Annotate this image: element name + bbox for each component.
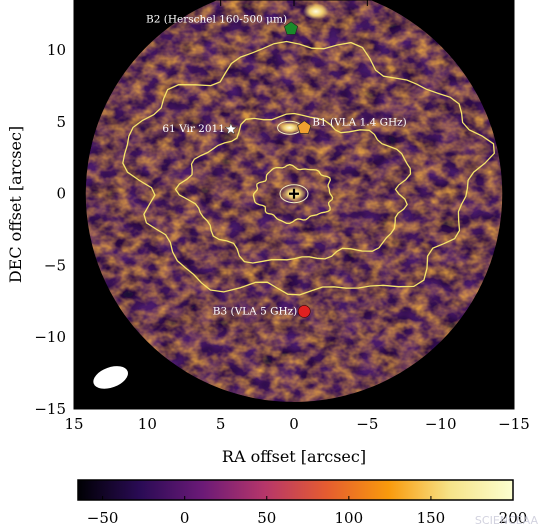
x-tick-label: −5 <box>356 415 378 433</box>
contour-inner-1 <box>279 184 309 204</box>
61-vir-star <box>224 122 238 135</box>
contour-lines <box>122 40 495 296</box>
y-tick-label: −10 <box>34 328 66 346</box>
b1-pentagon-label: B1 (VLA 1.4 GHz) <box>312 117 407 129</box>
colorbar-tick-label: −50 <box>87 509 119 527</box>
heatmap-plot: 61 Vir 2011 B1 (VLA 1.4 GHz) B2 (Herschel … <box>74 0 514 409</box>
x-tick-label: 5 <box>216 415 226 433</box>
center-cross <box>289 188 299 199</box>
emission-field <box>85 0 503 403</box>
contour-level-3 <box>252 163 334 225</box>
b1-source <box>278 121 301 134</box>
y-axis-ticks: −15 −10 −5 0 5 10 <box>34 41 514 418</box>
b2-pentagon-label: B2 (Herschel 160-500 μm) <box>146 14 287 26</box>
y-axis-label: DEC offset [arcsec] <box>6 126 25 283</box>
x-tick-label: 0 <box>289 415 299 433</box>
contour-level-2 <box>174 112 412 264</box>
contour-level-1 <box>122 40 495 296</box>
field-disk <box>85 0 503 403</box>
y-tick-label: −15 <box>34 400 66 418</box>
b1-pentagon <box>297 120 312 134</box>
colorbar-bar <box>77 479 514 501</box>
x-tick-label: 10 <box>138 415 157 433</box>
x-tick-label: −10 <box>425 415 457 433</box>
x-tick-label: −15 <box>498 415 530 433</box>
b2-source <box>303 3 329 20</box>
colorbar: −50 0 50 100 150 200 <box>77 479 528 527</box>
61-vir-star-label: 61 Vir 2011 <box>162 123 225 135</box>
y-tick-label: 10 <box>47 41 66 59</box>
watermark: SCIENCEAA <box>475 514 539 527</box>
x-axis-ticks: 15 10 5 0 −5 −10 −15 <box>64 0 530 433</box>
colorbar-tick-label: 200 <box>499 509 528 527</box>
y-tick-label: 0 <box>56 185 66 203</box>
x-tick-label: 15 <box>64 415 83 433</box>
colorbar-tick-label: 100 <box>335 509 364 527</box>
colorbar-tick-label: 0 <box>180 509 190 527</box>
colorbar-tick-label: 50 <box>257 509 276 527</box>
b3-circle <box>297 305 311 318</box>
source-markers: 61 Vir 2011 B1 (VLA 1.4 GHz) B2 (Herschel … <box>93 14 407 389</box>
y-tick-label: −5 <box>44 256 66 274</box>
b2-pentagon <box>284 21 299 35</box>
x-axis-label: RA offset [arcsec] <box>222 447 366 466</box>
colorbar-tick-label: 150 <box>417 509 446 527</box>
beam-ellipse <box>93 366 128 389</box>
y-tick-label: 5 <box>56 113 66 131</box>
b3-circle-label: B3 (VLA 5 GHz) <box>213 305 298 317</box>
